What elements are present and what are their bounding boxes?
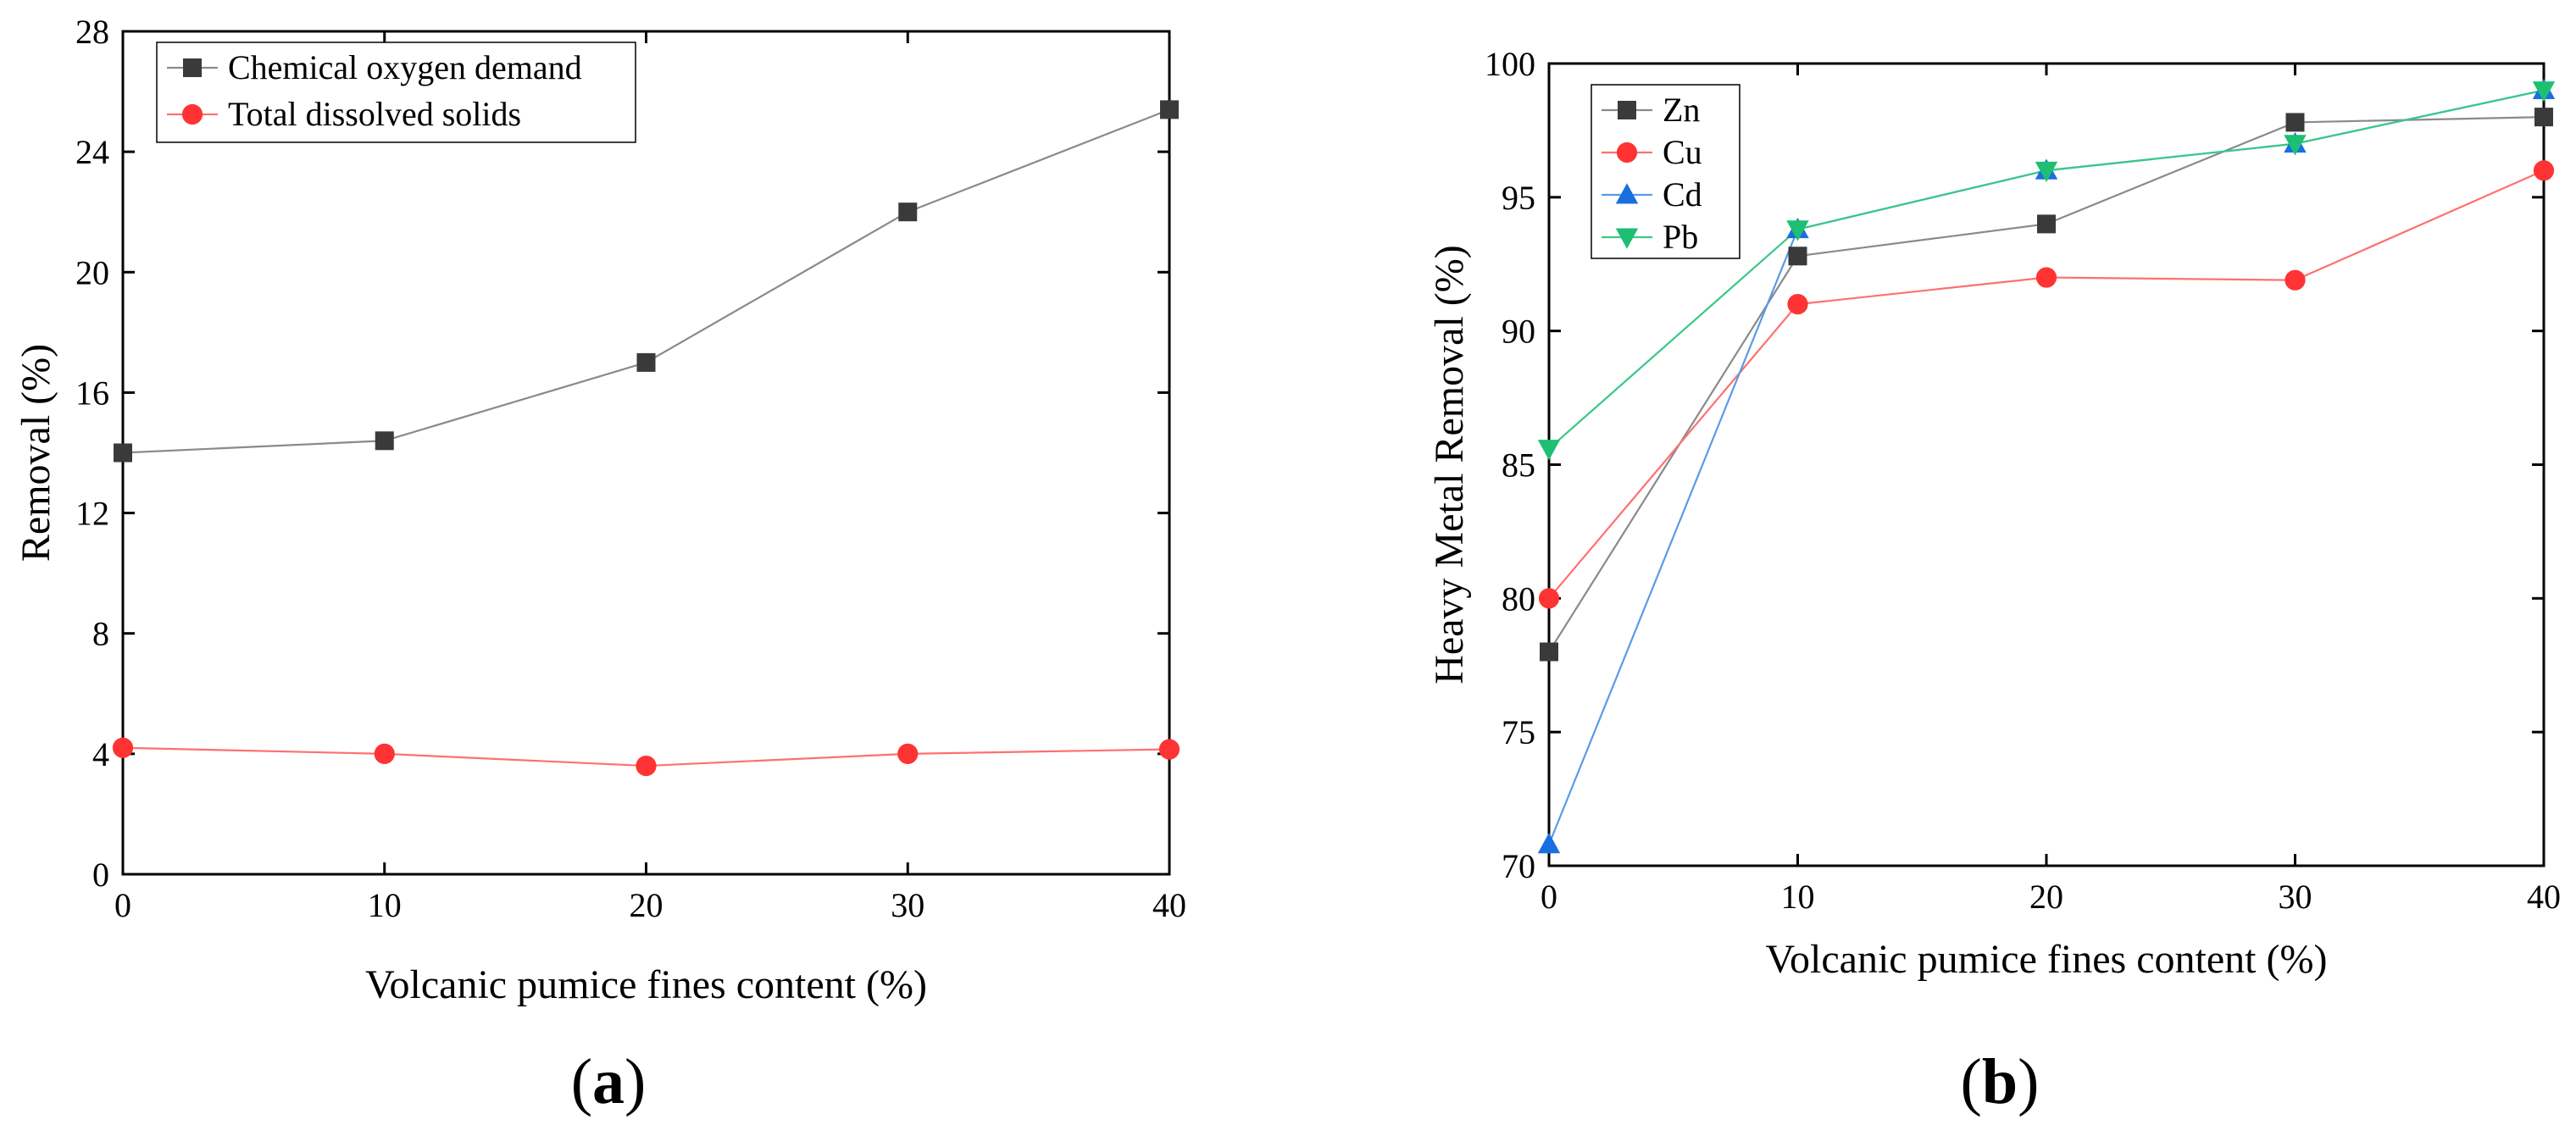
x-tick-label: 30 — [891, 886, 924, 924]
y-tick-label: 100 — [1485, 45, 1535, 83]
x-tick-label: 20 — [630, 886, 663, 924]
panel-label-close: ) — [2018, 1046, 2039, 1117]
data-point-zn — [1540, 642, 1558, 662]
legend-label: Total dissolved solids — [228, 95, 521, 133]
legend-label: Chemical oxygen demand — [228, 48, 582, 86]
y-axis-label: Heavy Metal Removal (%) — [1427, 245, 1472, 684]
panel-label-open: ( — [1961, 1046, 1982, 1117]
data-point-cu — [2035, 267, 2057, 288]
data-point-total-dissolved-solids — [1158, 739, 1180, 760]
x-tick-label: 40 — [1152, 886, 1186, 924]
x-tick-label: 30 — [2279, 878, 2312, 916]
y-tick-label: 16 — [75, 374, 109, 412]
y-tick-label: 75 — [1502, 713, 1535, 751]
y-tick-label: 12 — [75, 495, 109, 533]
data-point-chemical-oxygen-demand — [1160, 100, 1179, 119]
legend-box — [1591, 84, 1740, 259]
data-point-cd — [1537, 832, 1561, 854]
data-point-zn — [2534, 108, 2553, 127]
data-point-total-dissolved-solids — [112, 737, 134, 758]
data-point-cu — [2533, 160, 2555, 181]
data-point-cu — [1787, 294, 1808, 315]
data-point-chemical-oxygen-demand — [375, 431, 394, 451]
y-axis-label: Removal (%) — [14, 344, 58, 562]
chart-panel-b: 0 10 20 30 40 70 75 80 85 90 95 100 Volcanic pumice … — [1427, 45, 2561, 1117]
legend-label: Cd — [1663, 175, 1702, 213]
legend-marker — [181, 103, 203, 125]
y-tick-label: 95 — [1502, 179, 1535, 217]
y-tick-label: 85 — [1502, 446, 1535, 485]
legend-marker — [1618, 101, 1636, 119]
series-line-chemical-oxygen-demand — [122, 108, 1170, 454]
data-point-zn — [2285, 113, 2305, 132]
data-point-pb — [2035, 161, 2058, 183]
x-tick-label: 20 — [2029, 878, 2063, 916]
data-point-zn — [2037, 214, 2056, 234]
y-tick-label: 90 — [1502, 313, 1535, 351]
chart-panel-a: 0 10 20 30 40 0 4 8 12 16 20 24 28 Volcanic pumice fi… — [14, 13, 1186, 1117]
x-tick-label: 0 — [114, 886, 131, 924]
panel-label-letter: a — [592, 1046, 625, 1117]
data-point-cu — [2285, 269, 2306, 291]
y-tick-label: 4 — [92, 735, 109, 773]
plot-frame — [121, 30, 1171, 876]
data-point-chemical-oxygen-demand — [636, 352, 656, 372]
data-point-pb — [2532, 81, 2556, 103]
y-tick-label: 80 — [1502, 579, 1535, 618]
y-tick-label: 70 — [1502, 847, 1535, 885]
x-axis-label: Volcanic pumice fines content (%) — [365, 962, 927, 1007]
y-tick-label: 28 — [75, 13, 109, 51]
x-tick-label: 0 — [1541, 878, 1557, 916]
panel-label: (b) — [1961, 1046, 2040, 1117]
data-point-pb — [1786, 220, 1809, 241]
data-point-chemical-oxygen-demand — [898, 202, 918, 222]
legend-label: Pb — [1663, 218, 1698, 256]
x-tick-label: 10 — [368, 886, 402, 924]
data-point-zn — [1788, 247, 1807, 266]
data-point-total-dissolved-solids — [897, 743, 919, 764]
panel-label-open: ( — [571, 1046, 592, 1117]
data-point-total-dissolved-solids — [636, 755, 657, 777]
legend-marker — [1615, 228, 1639, 249]
x-axis-label: Volcanic pumice fines content (%) — [1766, 937, 2328, 982]
y-tick-label: 24 — [75, 133, 109, 171]
data-point-pb — [2284, 135, 2307, 156]
y-tick-label: 8 — [92, 615, 109, 653]
panel-label-close: ) — [625, 1046, 646, 1117]
data-point-total-dissolved-solids — [374, 743, 395, 764]
legend-marker — [1616, 141, 1638, 163]
data-point-chemical-oxygen-demand — [114, 443, 132, 463]
panel-label-letter: b — [1982, 1046, 2018, 1117]
legend-label: Cu — [1663, 133, 1702, 171]
data-point-cu — [1538, 588, 1560, 609]
y-tick-label: 20 — [75, 253, 109, 291]
legend-box — [156, 42, 636, 143]
legend-marker — [183, 58, 202, 77]
y-tick-label: 0 — [92, 856, 109, 894]
x-tick-label: 10 — [1781, 878, 1815, 916]
x-tick-label: 40 — [2527, 878, 2561, 916]
panel-label: (a) — [571, 1046, 647, 1117]
data-point-pb — [1537, 440, 1561, 461]
legend-marker — [1615, 183, 1639, 204]
legend-label: Zn — [1663, 91, 1700, 129]
